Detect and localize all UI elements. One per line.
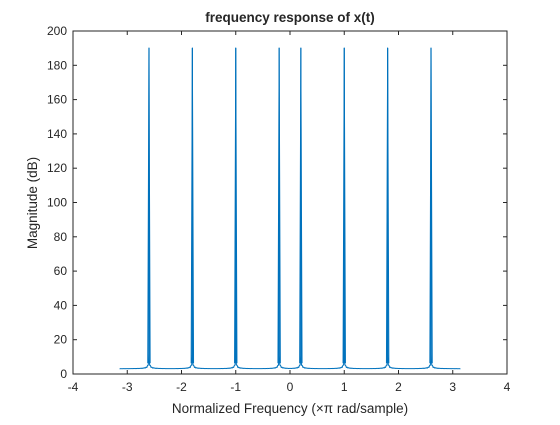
- axes-box: [72, 30, 508, 375]
- y-axis-ticks: 0 20 40 60 80 100 120 140 160 180 200: [47, 24, 507, 381]
- x-tick-label: 2: [395, 380, 402, 394]
- peak-spike: [277, 47, 281, 364]
- y-tick-label: 40: [54, 298, 68, 312]
- y-tick-label: 0: [60, 367, 67, 381]
- peak-spike: [190, 47, 195, 364]
- x-tick-label: -4: [68, 380, 79, 394]
- y-tick-label: 140: [47, 127, 67, 141]
- x-tick-label: 1: [341, 380, 348, 394]
- y-tick-label: 200: [47, 24, 67, 38]
- y-tick-label: 80: [54, 230, 68, 244]
- peak-spike: [429, 47, 433, 364]
- peak-spike: [342, 47, 346, 364]
- x-axis-label: Normalized Frequency (×π rad/sample): [172, 401, 408, 416]
- y-tick-label: 160: [47, 93, 67, 107]
- y-tick-label: 100: [47, 196, 67, 210]
- x-tick-label: 0: [287, 380, 294, 394]
- chart-title: frequency response of x(t): [205, 10, 375, 25]
- peak-spike: [234, 47, 238, 364]
- series-group: [119, 47, 461, 370]
- x-tick-label: 4: [504, 380, 511, 394]
- peak-spike: [299, 47, 303, 364]
- peak-spike: [147, 47, 151, 364]
- peak-spike: [385, 47, 390, 364]
- y-tick-label: 60: [54, 264, 68, 278]
- x-tick-label: -3: [122, 380, 133, 394]
- plot-area: [72, 30, 508, 375]
- x-tick-label: 3: [449, 380, 456, 394]
- x-tick-label: -1: [230, 380, 241, 394]
- y-tick-label: 120: [47, 161, 67, 175]
- y-tick-label: 20: [54, 333, 68, 347]
- x-axis-ticks: -4 -3 -2 -1 0 1 2 3 4: [68, 31, 511, 394]
- y-axis-label: Magnitude (dB): [25, 157, 40, 249]
- y-tick-label: 180: [47, 58, 67, 72]
- magnitude-series-line: [119, 47, 461, 370]
- x-tick-label: -2: [176, 380, 187, 394]
